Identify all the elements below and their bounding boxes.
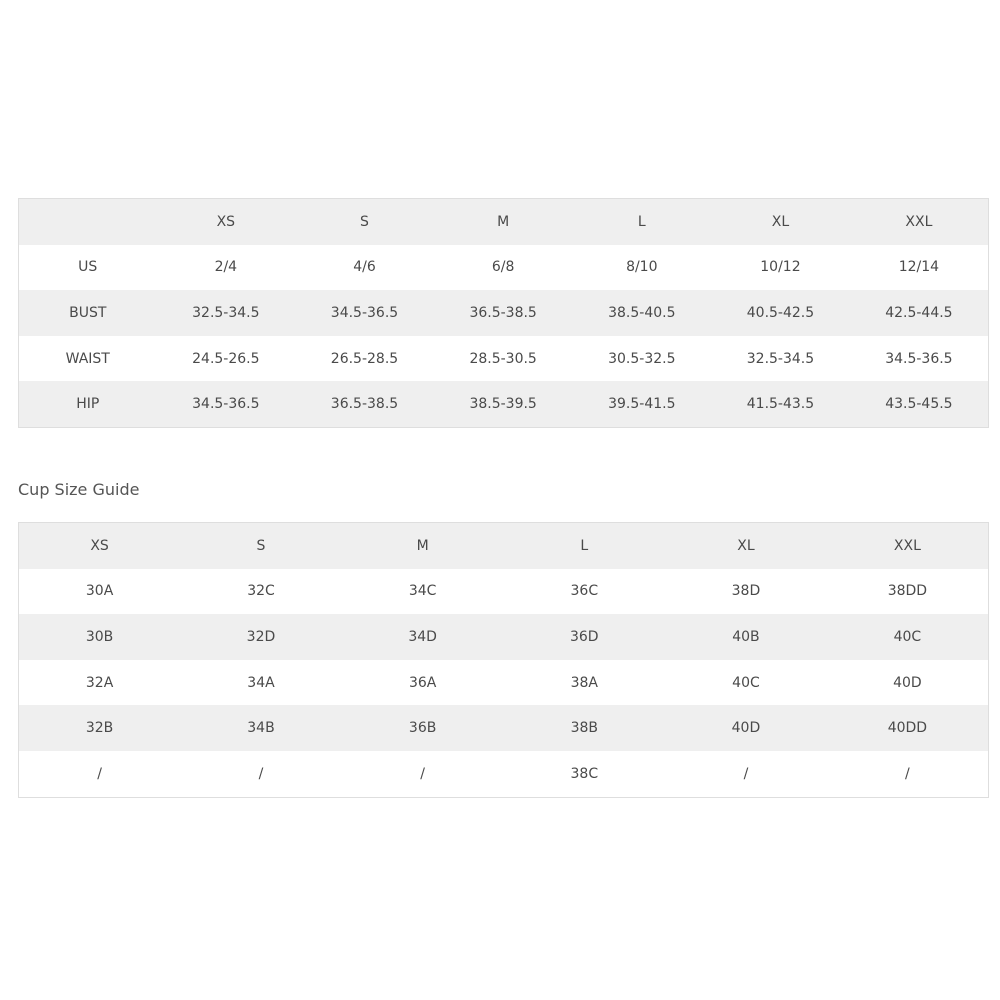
column-header: S <box>180 522 342 569</box>
table-cell: 38D <box>665 568 827 615</box>
cup-size-guide-table: XS S M L XL XXL 30A 32C 34C 36C 38D 38DD 30B 32D 34D 36… <box>18 522 989 798</box>
table-cell: BUST <box>18 290 157 336</box>
column-header: XS <box>156 198 296 245</box>
table-cell: 40D <box>665 705 827 751</box>
table-cell: 6/8 <box>433 244 573 291</box>
column-header: S <box>295 198 434 245</box>
table-cell: / <box>826 750 989 798</box>
table-cell: 30A <box>18 568 181 615</box>
table-cell: 24.5-26.5 <box>156 335 296 382</box>
column-header: XL <box>665 522 827 569</box>
table-row: 30A 32C 34C 36C 38D 38DD <box>18 568 989 615</box>
table-cell: 2/4 <box>156 244 296 291</box>
table-cell: 32.5-34.5 <box>711 335 850 382</box>
column-header: L <box>572 198 712 245</box>
table-cell: 34C <box>341 568 504 615</box>
table-cell: 26.5-28.5 <box>295 335 434 382</box>
table-cell: US <box>18 244 157 291</box>
table-cell: 34.5-36.5 <box>849 335 989 382</box>
table-cell: 40C <box>826 614 989 660</box>
table-cell: 36.5-38.5 <box>433 290 573 336</box>
cup-size-guide-title: Cup Size Guide <box>18 480 140 499</box>
table-cell: 40DD <box>826 705 989 751</box>
table-cell: 4/6 <box>295 244 434 291</box>
table-cell: 36.5-38.5 <box>295 381 434 428</box>
table-cell: 36C <box>503 568 666 615</box>
table-cell: WAIST <box>18 335 157 382</box>
table-row: HIP 34.5-36.5 36.5-38.5 38.5-39.5 39.5-41.5 4… <box>18 381 989 428</box>
table-cell: / <box>665 750 827 798</box>
column-header: M <box>433 198 573 245</box>
table-row: WAIST 24.5-26.5 26.5-28.5 28.5-30.5 30.5-32.… <box>18 335 989 382</box>
table-cell: 10/12 <box>711 244 850 291</box>
header-row: XS S M L XL XXL <box>18 198 989 245</box>
table-cell: 34B <box>180 705 342 751</box>
table-cell: 12/14 <box>849 244 989 291</box>
table-cell: 40.5-42.5 <box>711 290 850 336</box>
table-cell: 36A <box>341 659 504 706</box>
column-header: M <box>341 522 504 569</box>
table-cell: 40B <box>665 614 827 660</box>
table-cell: / <box>341 750 504 798</box>
table-cell: 34.5-36.5 <box>295 290 434 336</box>
table-cell: 38.5-39.5 <box>433 381 573 428</box>
table-cell: 38A <box>503 659 666 706</box>
table-row: 32A 34A 36A 38A 40C 40D <box>18 659 989 706</box>
table-cell: 40C <box>665 659 827 706</box>
column-header: XXL <box>826 522 989 569</box>
size-chart-table: XS S M L XL XXL US 2/4 4/6 6/8 8/10 10/12 12/14 BUST 3… <box>18 198 989 428</box>
table-cell: 34.5-36.5 <box>156 381 296 428</box>
table-cell: / <box>180 750 342 798</box>
table-cell: 38DD <box>826 568 989 615</box>
column-header: XS <box>18 522 181 569</box>
column-header: L <box>503 522 666 569</box>
table-row: / //38C / / <box>18 750 989 798</box>
table-row: BUST 32.5-34.5 34.5-36.5 36.5-38.5 38.5-40.5… <box>18 290 989 336</box>
table-cell: 38.5-40.5 <box>572 290 712 336</box>
table-cell: 36D <box>503 614 666 660</box>
table-row: 32B 34B 36B 38B 40D 40DD <box>18 705 989 751</box>
table-row: 30B 32D 34D 36D 40B 40C <box>18 614 989 660</box>
table-cell: 42.5-44.5 <box>849 290 989 336</box>
table-cell: 32D <box>180 614 342 660</box>
table-cell: 32B <box>18 705 181 751</box>
table-cell: 38C <box>503 750 666 798</box>
table-cell: 34D <box>341 614 504 660</box>
column-header: XXL <box>849 198 989 245</box>
header-row: XS S M L XL XXL <box>18 522 989 569</box>
table-cell: 32A <box>18 659 181 706</box>
table-cell: 41.5-43.5 <box>711 381 850 428</box>
table-cell: 34A <box>180 659 342 706</box>
table-cell: 32C <box>180 568 342 615</box>
table-cell: 28.5-30.5 <box>433 335 573 382</box>
table-cell: 8/10 <box>572 244 712 291</box>
table-cell: 38B <box>503 705 666 751</box>
table-cell: 43.5-45.5 <box>849 381 989 428</box>
table-cell: 36B <box>341 705 504 751</box>
table-row: US 2/4 4/6 6/8 8/10 10/12 12/14 <box>18 244 989 291</box>
column-header <box>18 198 157 245</box>
table-cell: HIP <box>18 381 157 428</box>
table-cell: 32.5-34.5 <box>156 290 296 336</box>
table-cell: 30B <box>18 614 181 660</box>
table-cell: 39.5-41.5 <box>572 381 712 428</box>
column-header: XL <box>711 198 850 245</box>
table-cell: / <box>18 750 181 798</box>
table-cell: 40D <box>826 659 989 706</box>
table-cell: 30.5-32.5 <box>572 335 712 382</box>
